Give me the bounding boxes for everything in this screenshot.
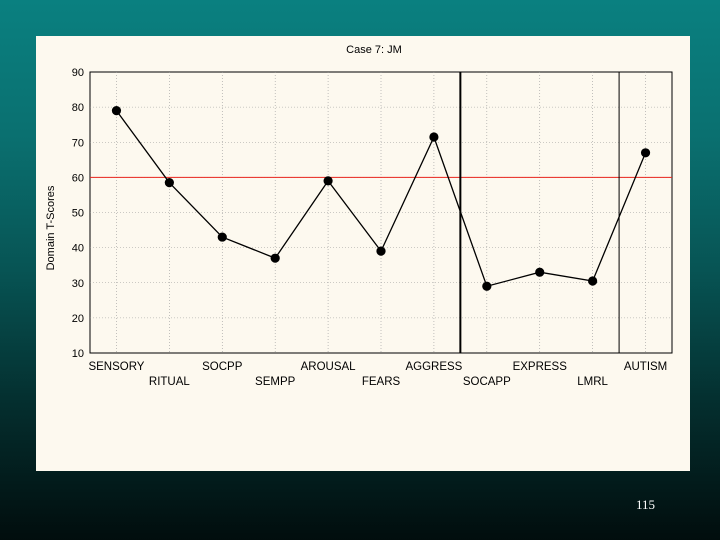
y-tick-label: 90 [72,67,84,79]
page-number: 115 [636,497,656,512]
grid [89,71,673,354]
data-point [217,232,227,242]
x-tick-label: SEMPP [255,376,296,388]
data-point [376,246,386,256]
chart-panel: Case 7: JM Domain T-Scores 10 20 30 40 50 60 7… [36,36,690,471]
chart-title: Case 7: JM [346,44,402,56]
x-tick-label: SOCAPP [463,376,511,388]
y-tick-label: 10 [72,348,84,360]
data-point [640,148,651,158]
x-tick-label: LMRL [577,376,608,388]
y-tick-label: 20 [72,313,84,325]
y-tick-label: 30 [72,278,84,290]
x-tick-label: EXPRESS [513,361,568,373]
x-tick-label: FEARS [362,376,401,388]
y-tick-label: 70 [72,137,84,149]
data-point [270,253,280,263]
x-tick-label: RITUAL [149,376,191,388]
x-tick-label: SENSORY [88,361,144,373]
y-tick-label: 40 [72,243,84,255]
y-axis-label: Domain T-Scores [45,185,57,270]
data-point [535,267,545,277]
x-tick-label: SOCPP [202,361,243,373]
x-tick-label: AROUSAL [301,361,357,373]
y-tick-label: 60 [72,172,84,184]
y-tick-labels: 10 20 30 40 50 60 70 80 90 [72,67,84,360]
line-chart: Case 7: JM Domain T-Scores 10 20 30 40 50 60 7… [45,44,673,388]
data-point [111,106,122,116]
x-tick-label: AGGRESS [405,361,462,373]
y-tick-label: 80 [72,102,84,114]
x-tick-label: AUTISM [624,361,667,373]
data-point [164,178,174,188]
data-point [323,176,333,186]
data-point [588,276,598,286]
data-point [482,281,492,291]
x-tick-labels: SENSORY RITUAL SOCPP SEMPP AROUSAL FEARS AGGRE… [88,361,667,388]
data-point [429,132,439,142]
series-group [111,106,651,291]
y-tick-label: 50 [72,208,84,220]
